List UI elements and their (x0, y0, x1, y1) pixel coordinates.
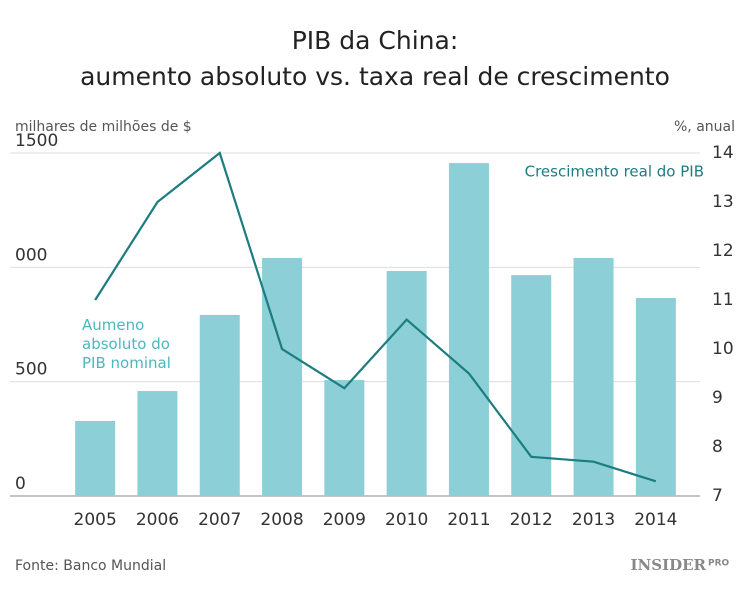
bar (262, 257, 303, 496)
y2-tick-label: 7 (712, 486, 723, 506)
y-tick-label: 000 (15, 245, 47, 265)
line-annotation: Crescimento real do PIB (525, 163, 704, 181)
y-tick-label: 1500 (15, 131, 58, 151)
y2-tick-label: 10 (712, 339, 734, 359)
chart-subtitle: aumento absoluto vs. taxa real de cresci… (80, 62, 670, 91)
bar (324, 380, 365, 496)
y2-tick-label: 14 (712, 143, 734, 163)
x-tick-label: 2012 (510, 510, 553, 530)
y2-axis-label: %, anual (674, 119, 735, 135)
logo: INSIDER (631, 556, 707, 574)
bar (75, 420, 116, 496)
x-tick-label: 2010 (385, 510, 428, 530)
bar (573, 257, 614, 496)
x-tick-label: 2006 (136, 510, 179, 530)
line (94, 151, 657, 483)
y-tick-label: 500 (15, 360, 47, 380)
bar (199, 314, 240, 496)
bar (386, 270, 427, 496)
x-tick-label: 2005 (74, 510, 117, 530)
bar (137, 391, 178, 496)
x-tick-label: 2007 (198, 510, 241, 530)
bar (511, 275, 552, 496)
y-tick-label: 0 (15, 474, 26, 494)
y2-tick-label: 12 (712, 241, 734, 261)
bar-annotation: Aumeno absoluto do PIB nominal (82, 316, 171, 372)
y2-tick-label: 13 (712, 192, 734, 212)
y2-tick-label: 9 (712, 388, 723, 408)
bar (448, 163, 489, 496)
logo-badge: PRO (708, 559, 730, 569)
x-tick-label: 2009 (323, 510, 366, 530)
x-tick-label: 2014 (634, 510, 677, 530)
x-tick-label: 2011 (447, 510, 490, 530)
y-axis-label: milhares de milhões de $ (15, 119, 192, 135)
x-tick-label: 2008 (260, 510, 303, 530)
x-tick-label: 2013 (572, 510, 615, 530)
chart-title: PIB da China: (292, 26, 459, 55)
bar (635, 297, 676, 496)
y2-tick-label: 8 (712, 437, 723, 457)
source: Fonte: Banco Mundial (15, 558, 166, 574)
y2-tick-label: 11 (712, 290, 734, 310)
